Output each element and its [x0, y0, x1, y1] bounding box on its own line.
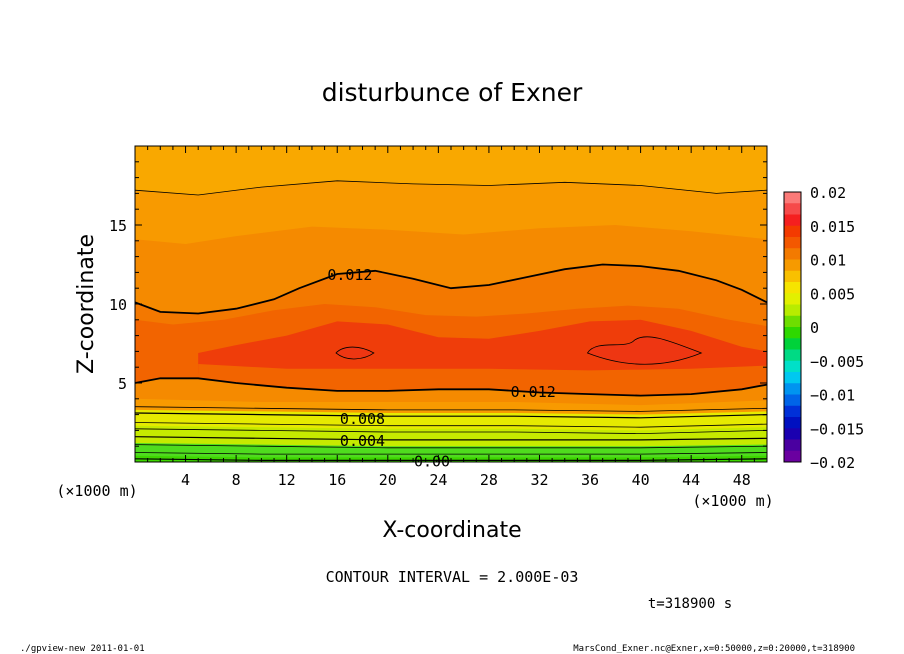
colorbar-label: 0	[810, 319, 819, 337]
colorbar-swatch	[784, 327, 801, 339]
colorbar-label: −0.01	[810, 387, 855, 405]
contour-lines	[134, 180, 768, 461]
colorbar-label: −0.005	[810, 353, 864, 371]
contour-label: 0.00	[414, 452, 450, 470]
colorbar-labels: 0.02 0.015 0.01 0.005 0 −0.005 −0.01 −0.015 −0.0…	[810, 184, 864, 472]
x-tick-label: 24	[429, 471, 447, 489]
contour-line-thin	[134, 428, 768, 435]
colorbar-swatch	[784, 270, 801, 283]
y-unit-label: (×1000 m)	[56, 482, 137, 500]
footer-right-text: MarsCond_Exner.nc@Exner,x=0:50000,z=0:20…	[573, 644, 855, 654]
colorbar-swatch	[784, 349, 801, 362]
colorbar-label: 0.02	[810, 184, 846, 202]
colorbar-swatch	[784, 203, 801, 215]
colorbar-swatch	[784, 282, 801, 294]
colorbar-swatch	[784, 237, 801, 249]
colorbar-swatch	[784, 383, 801, 395]
colorbar-swatch	[784, 248, 801, 260]
colorbar-label: 0.01	[810, 252, 846, 270]
plot-area: 0.012 0.012 0.008 0.004 0.00	[134, 145, 768, 470]
y-axis-ticks: 5 10 15	[109, 161, 767, 447]
colorbar-swatch	[784, 214, 801, 227]
core-left	[335, 346, 375, 360]
contour-line-thin	[134, 406, 768, 412]
maximum-cores	[335, 336, 703, 365]
x-tick-label: 32	[530, 471, 548, 489]
colorbar-label: 0.015	[810, 218, 855, 236]
x-tick-label: 28	[480, 471, 498, 489]
band-red-edge	[198, 364, 767, 380]
x-unit-label: (×1000 m)	[692, 492, 773, 510]
contour-line-thin	[134, 422, 768, 428]
x-tick-label: 8	[232, 471, 241, 489]
footer-left-text: ./gpview-new 2011-01-01	[20, 644, 145, 654]
filled-contour-bands	[135, 180, 767, 463]
colorbar-swatch	[784, 405, 801, 418]
x-tick-label: 48	[733, 471, 751, 489]
contour-line-0.008	[134, 412, 768, 419]
y-tick-label: 5	[118, 375, 127, 393]
x-tick-label: 16	[328, 471, 346, 489]
chart-title: disturbunce of Exner	[322, 78, 583, 107]
colorbar-swatches	[784, 192, 801, 463]
contour-label: 0.012	[511, 383, 556, 401]
colorbar-swatch	[784, 259, 801, 272]
x-tick-label: 40	[632, 471, 650, 489]
contour-line-0.012	[134, 263, 768, 315]
contour-label: 0.012	[327, 266, 372, 284]
colorbar-swatch	[784, 338, 801, 350]
x-tick-label: 44	[682, 471, 700, 489]
colorbar-swatch	[784, 394, 801, 407]
x-axis-label: X-coordinate	[382, 518, 521, 543]
x-tick-label: 20	[379, 471, 397, 489]
x-tick-label: 12	[278, 471, 296, 489]
colorbar-swatch	[784, 225, 801, 238]
x-axis-ticks: 4 8 12 16 20 24 28 32 36 40 44 48	[147, 146, 755, 489]
colorbar-label: 0.005	[810, 285, 855, 303]
colorbar-swatch	[784, 293, 801, 305]
contour-label: 0.004	[340, 432, 385, 450]
contour-line-thin	[134, 444, 768, 449]
contour-line-thin	[134, 180, 768, 196]
colorbar: 0.02 0.015 0.01 0.005 0 −0.005 −0.01 −0.015 −0.0…	[783, 184, 864, 472]
time-text: t=318900 s	[648, 596, 732, 612]
colorbar-swatch	[784, 192, 801, 204]
contour-line-thin	[134, 452, 768, 455]
x-tick-label: 36	[581, 471, 599, 489]
colorbar-frame	[783, 191, 802, 463]
colorbar-swatch	[784, 439, 801, 452]
colorbar-swatch	[784, 372, 801, 384]
colorbar-swatch	[784, 360, 801, 373]
contour-interval-text: CONTOUR INTERVAL = 2.000E-03	[326, 568, 579, 586]
colorbar-label: −0.02	[810, 454, 855, 472]
x-tick-label: 4	[181, 471, 190, 489]
contour-label: 0.008	[340, 410, 385, 428]
contour-line-0.012	[134, 377, 768, 397]
y-tick-label: 10	[109, 296, 127, 314]
y-tick-label: 15	[109, 217, 127, 235]
colorbar-swatch	[784, 315, 801, 328]
core-right	[586, 336, 703, 365]
colorbar-swatch	[784, 450, 801, 463]
contour-line-0.004	[134, 436, 768, 441]
colorbar-swatch	[784, 417, 801, 429]
colorbar-label: −0.015	[810, 420, 864, 438]
colorbar-swatch	[784, 304, 801, 317]
contour-labels: 0.012 0.012 0.008 0.004 0.00	[327, 266, 556, 470]
y-axis-label: Z-coordinate	[74, 234, 99, 374]
colorbar-swatch	[784, 428, 801, 440]
